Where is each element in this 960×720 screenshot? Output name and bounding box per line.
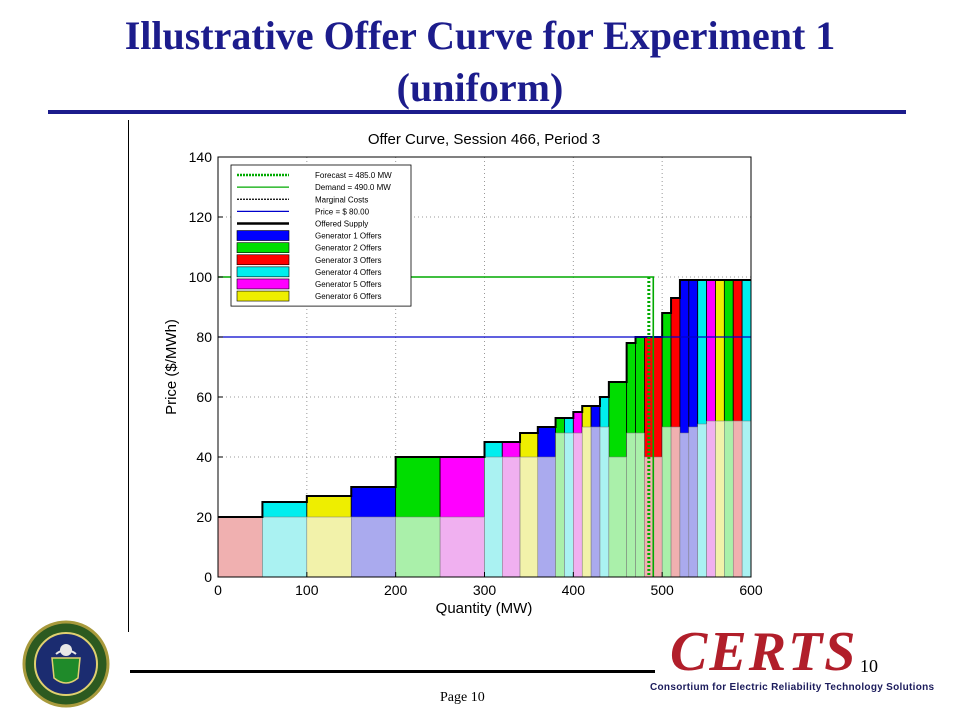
chart-title: Offer Curve, Session 466, Period 3: [368, 131, 600, 148]
certs-tagline: Consortium for Electric Reliability Tech…: [650, 682, 935, 693]
y-tick-label: 140: [189, 149, 213, 165]
legend-swatch: [236, 290, 290, 302]
x-tick-label: 200: [384, 582, 408, 598]
doe-seal-logo: [22, 620, 110, 713]
legend-label: Offered Supply: [315, 219, 368, 228]
marginal-cost-bar: [599, 426, 610, 578]
marginal-cost-bar: [697, 423, 707, 578]
marginal-cost-bar: [395, 516, 441, 578]
marginal-cost-bar: [306, 516, 352, 578]
marginal-cost-bar: [724, 420, 734, 578]
legend-label: Generator 1 Offers: [315, 232, 382, 241]
legend-label: Generator 2 Offers: [315, 244, 382, 253]
marginal-cost-bar: [661, 426, 672, 578]
marginal-cost-bar: [537, 456, 556, 578]
marginal-cost-bar: [439, 516, 485, 578]
title-underline: [48, 110, 906, 114]
marginal-cost-bar: [581, 426, 592, 578]
x-axis-label: Quantity (MW): [436, 600, 533, 617]
y-tick-label: 100: [189, 269, 213, 285]
legend-label: Generator 4 Offers: [315, 268, 382, 277]
y-tick-label: 80: [196, 329, 212, 345]
marginal-cost-bar: [573, 432, 583, 578]
x-tick-label: 500: [650, 582, 674, 598]
legend-label: Marginal Costs: [315, 195, 368, 204]
x-tick-label: 400: [562, 582, 586, 598]
y-tick-label: 0: [204, 569, 212, 585]
x-tick-label: 100: [295, 582, 319, 598]
marginal-cost-bar: [262, 516, 308, 578]
legend-swatch: [236, 266, 290, 278]
legend-swatch: [236, 254, 290, 266]
y-tick-label: 60: [196, 389, 212, 405]
slide-title-line2: (uniform): [396, 65, 564, 110]
slide-number: 10: [860, 656, 878, 676]
y-axis-label: Price ($/MWh): [163, 319, 180, 415]
marginal-cost-bar: [732, 420, 743, 578]
offered-supply-line: [218, 279, 751, 518]
marginal-cost-bar: [706, 420, 716, 578]
chart-legend: Forecast = 485.0 MW Demand = 490.0 MW Marg…: [230, 164, 412, 307]
marginal-cost-bar: [688, 426, 698, 578]
legend-label: Demand = 490.0 MW: [315, 183, 391, 192]
marginal-cost-bar: [217, 516, 263, 578]
x-tick-label: 0: [214, 582, 222, 598]
page-label: Page 10: [440, 690, 485, 705]
legend-label: Generator 6 Offers: [315, 292, 382, 301]
footer-rule: [130, 670, 655, 673]
slide-title-line1: Illustrative Offer Curve for Experiment …: [124, 13, 836, 58]
axis-ticks: 0 100 200 300 400 500 600 0 20 40 60 80 100 120 140: [189, 149, 763, 598]
marginal-cost-bar: [741, 420, 752, 578]
marginal-cost-bar: [590, 426, 601, 578]
x-tick-label: 600: [739, 582, 763, 598]
x-tick-label: 300: [473, 582, 497, 598]
marginal-cost-bar: [555, 432, 565, 578]
left-vertical-rule: [128, 120, 129, 632]
marginal-cost-bar: [608, 456, 627, 578]
legend-swatch: [236, 242, 290, 253]
marginal-cost-bar: [679, 432, 690, 578]
offer-curve-chart: Offer Curve, Session 466, Period 3 0 100 2…: [163, 131, 763, 617]
legend-label: Price = $ 80.00: [315, 207, 370, 216]
marginal-cost-bar: [564, 432, 574, 578]
legend-label: Forecast = 485.0 MW: [315, 171, 392, 180]
marginal-cost-bar: [502, 456, 521, 578]
marginal-cost-bar: [715, 420, 725, 578]
certs-logo: CERTS Consortium for Electric Reliabilit…: [650, 621, 950, 696]
marginal-cost-bar: [670, 426, 681, 578]
marginal-cost-bar: [351, 516, 396, 578]
marginal-cost-bar: [653, 456, 663, 578]
certs-wordmark: CERTS: [670, 621, 858, 683]
marginal-cost-bar: [519, 456, 539, 578]
legend-swatch: [236, 230, 290, 241]
y-tick-label: 20: [196, 509, 212, 525]
marginal-cost-bar: [626, 432, 636, 578]
legend-label: Generator 3 Offers: [315, 256, 382, 265]
legend-label: Generator 5 Offers: [315, 280, 382, 289]
y-tick-label: 40: [196, 449, 212, 465]
y-tick-label: 120: [189, 209, 213, 225]
marginal-cost-bar: [635, 432, 645, 578]
marginal-cost-bar: [484, 456, 503, 578]
slide-title: Illustrative Offer Curve for Experiment …: [40, 10, 920, 114]
legend-swatch: [236, 278, 290, 290]
